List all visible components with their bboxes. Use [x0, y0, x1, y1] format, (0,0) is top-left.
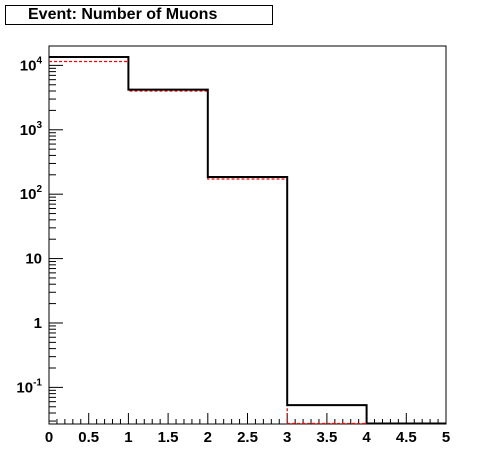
y-tick-label: 104 [20, 55, 43, 74]
x-tick-label: 2.5 [237, 429, 258, 446]
y-tick-label: 103 [20, 120, 43, 139]
plot-frame [48, 45, 447, 425]
histogram-black-solid-series [49, 55, 446, 425]
x-tick-label: 1.5 [158, 429, 179, 446]
x-tick-label: 4.5 [396, 429, 417, 446]
x-tick-label: 0.5 [78, 429, 99, 446]
x-tick-label: 0 [45, 429, 53, 446]
x-tick-label: 2 [204, 429, 212, 446]
tick-labels: 0 0.5 1 1.5 2 2.5 3 3.5 4 4.5 5 10-1 1 10 102 103 104 [16, 55, 450, 446]
histogram-series [49, 55, 446, 425]
x-tick-label: 1 [124, 429, 132, 446]
chart-title: Event: Number of Muons [5, 5, 273, 25]
y-tick-label: 10-1 [16, 377, 42, 396]
histogram-red-dashed-series [49, 60, 446, 425]
y-tick-label: 1 [34, 315, 42, 332]
x-tick-label: 4 [362, 429, 371, 446]
y-tick-label: 102 [20, 184, 43, 203]
x-tick-label: 5 [442, 429, 450, 446]
x-tick-label: 3.5 [316, 429, 337, 446]
y-tick-label: 10 [25, 251, 42, 268]
axis-ticks [48, 45, 447, 424]
x-tick-label: 3 [283, 429, 291, 446]
